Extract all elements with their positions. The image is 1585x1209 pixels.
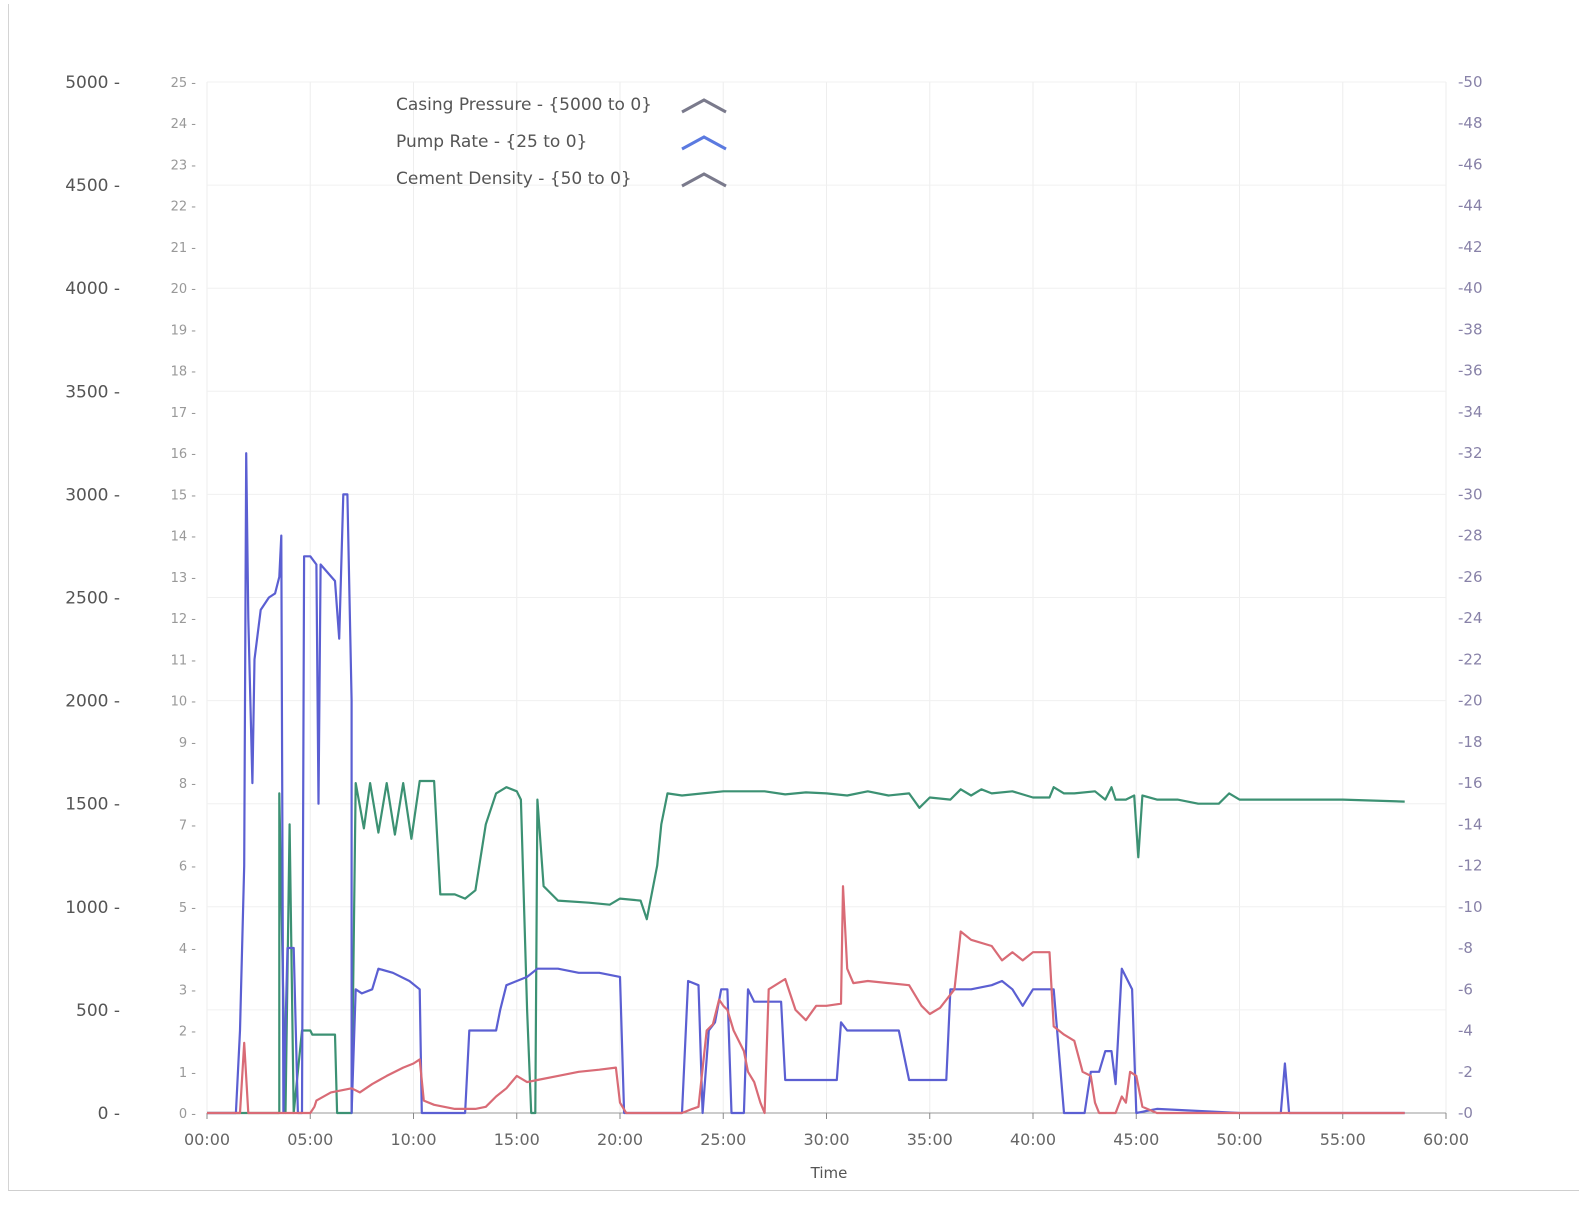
y-mid-tick-label: 13 -: [171, 571, 197, 586]
y-left-tick-label: 3000 -: [65, 485, 120, 505]
y-right-tick-label: -18: [1458, 733, 1483, 751]
y-right-tick-label: -24: [1458, 609, 1483, 627]
legend: Casing Pressure - {5000 to 0} Pump Rate -…: [396, 95, 727, 189]
y-mid-tick-label: 20 -: [171, 282, 197, 297]
y-right-tick-label: -40: [1458, 279, 1483, 297]
y-mid-tick-label: 18 -: [171, 365, 197, 380]
x-tick-label: 30:00: [803, 1130, 849, 1149]
y-mid-tick-label: 17 -: [171, 406, 197, 421]
y-mid-tick-label: 15 -: [171, 488, 197, 503]
y-right-tick-label: -34: [1458, 403, 1483, 421]
y-mid-tick-label: 0 -: [179, 1107, 196, 1122]
x-tick-label: 05:00: [287, 1130, 333, 1149]
grid-layer: [206, 81, 1447, 1114]
y-right-tick-label: -4: [1458, 1022, 1473, 1040]
y-right-tick-label: -22: [1458, 650, 1483, 668]
y-mid-tick-label: 14 -: [171, 530, 197, 545]
y-right-tick-label: -10: [1458, 898, 1483, 916]
y-right-tick-label: -48: [1458, 114, 1483, 132]
y-mid-tick-label: 6 -: [179, 860, 196, 875]
y-mid-tick-label: 10 -: [171, 695, 197, 710]
legend-label: Cement Density - {50 to 0}: [396, 169, 632, 189]
y-mid-tick-label: 25 -: [171, 76, 197, 91]
y-left-tick-label: 4000 -: [65, 279, 120, 299]
y-left-tick-label: 1500 -: [65, 795, 120, 815]
y-right-tick-label: -28: [1458, 527, 1483, 545]
series-line: [207, 779, 1405, 1115]
y-mid-tick-label: 9 -: [179, 736, 196, 751]
y-mid-tick-label: 12 -: [171, 612, 197, 627]
series-layer: [207, 452, 1405, 1115]
y-mid-tick-label: 3 -: [179, 983, 196, 998]
y-right-tick-label: -14: [1458, 815, 1483, 833]
y-mid-tick-label: 5 -: [179, 901, 196, 916]
y-right-tick-label: -30: [1458, 485, 1483, 503]
y-left-tick-label: 2500 -: [65, 589, 120, 609]
x-axis-title: Time: [810, 1164, 848, 1182]
y-left-tick-label: 4500 -: [65, 176, 120, 196]
y-right-tick-label: -32: [1458, 444, 1483, 462]
y-left-tick-label: 3500 -: [65, 382, 120, 402]
y-right-tick-label: -20: [1458, 692, 1483, 710]
y-mid-tick-label: 21 -: [171, 241, 197, 256]
legend-swatch: [681, 172, 727, 188]
y-right-tick-label: -46: [1458, 155, 1483, 173]
x-tick-label: 40:00: [1010, 1130, 1056, 1149]
y-left-tick-label: 500 -: [76, 1001, 120, 1021]
y-left-tick-label: 2000 -: [65, 692, 120, 712]
y-mid-tick-label: 11 -: [171, 653, 197, 668]
y-right-tick-label: -50: [1458, 73, 1483, 91]
series-line: [207, 885, 1405, 1115]
y-left-tick-label: 0 -: [98, 1104, 120, 1124]
x-tick-label: 15:00: [494, 1130, 540, 1149]
y-mid-tick-label: 8 -: [179, 777, 196, 792]
y-right-tick-label: -2: [1458, 1063, 1473, 1081]
y-right-tick-label: -38: [1458, 320, 1483, 338]
y-mid-tick-label: 1 -: [179, 1066, 196, 1081]
x-tick-label: 45:00: [1113, 1130, 1159, 1149]
y-mid-tick-label: 4 -: [179, 942, 196, 957]
y-right-tick-label: -36: [1458, 362, 1483, 380]
y-right-tick-label: -12: [1458, 857, 1483, 875]
legend-swatch: [681, 98, 727, 114]
y-left-tick-label: 1000 -: [65, 898, 120, 918]
y-right-tick-label: -0: [1458, 1104, 1473, 1122]
y-right-tick-label: -8: [1458, 939, 1473, 957]
x-tick-label: 55:00: [1320, 1130, 1366, 1149]
legend-label: Pump Rate - {25 to 0}: [396, 132, 587, 152]
y-mid-tick-label: 24 -: [171, 117, 197, 132]
y-mid-tick-label: 23 -: [171, 158, 197, 173]
x-tick-label: 00:00: [184, 1130, 230, 1149]
x-tick-label: 35:00: [907, 1130, 953, 1149]
y-right-tick-label: -44: [1458, 197, 1483, 215]
x-tick-label: 50:00: [1216, 1130, 1262, 1149]
y-mid-tick-label: 16 -: [171, 447, 197, 462]
y-mid-tick-label: 19 -: [171, 323, 197, 338]
y-mid-tick-label: 2 -: [179, 1025, 196, 1040]
x-tick-label: 10:00: [390, 1130, 436, 1149]
y-mid-tick-label: 22 -: [171, 200, 197, 215]
y-right-tick-label: -26: [1458, 568, 1483, 586]
y-right-tick-label: -6: [1458, 980, 1473, 998]
legend-swatch: [681, 135, 727, 151]
legend-label: Casing Pressure - {5000 to 0}: [396, 95, 652, 115]
tick-layer: 00:00 05:00 10:00 15:00 20:00 25:00 30:00 35:00…: [65, 73, 1482, 1149]
x-tick-label: 60:00: [1423, 1130, 1469, 1149]
chart-frame: [8, 4, 1579, 1191]
x-tick-label: 25:00: [700, 1130, 746, 1149]
y-right-tick-label: -16: [1458, 774, 1483, 792]
y-left-tick-label: 5000 -: [65, 73, 120, 93]
x-tick-label: 20:00: [597, 1130, 643, 1149]
y-mid-tick-label: 7 -: [179, 818, 196, 833]
y-right-tick-label: -42: [1458, 238, 1483, 256]
